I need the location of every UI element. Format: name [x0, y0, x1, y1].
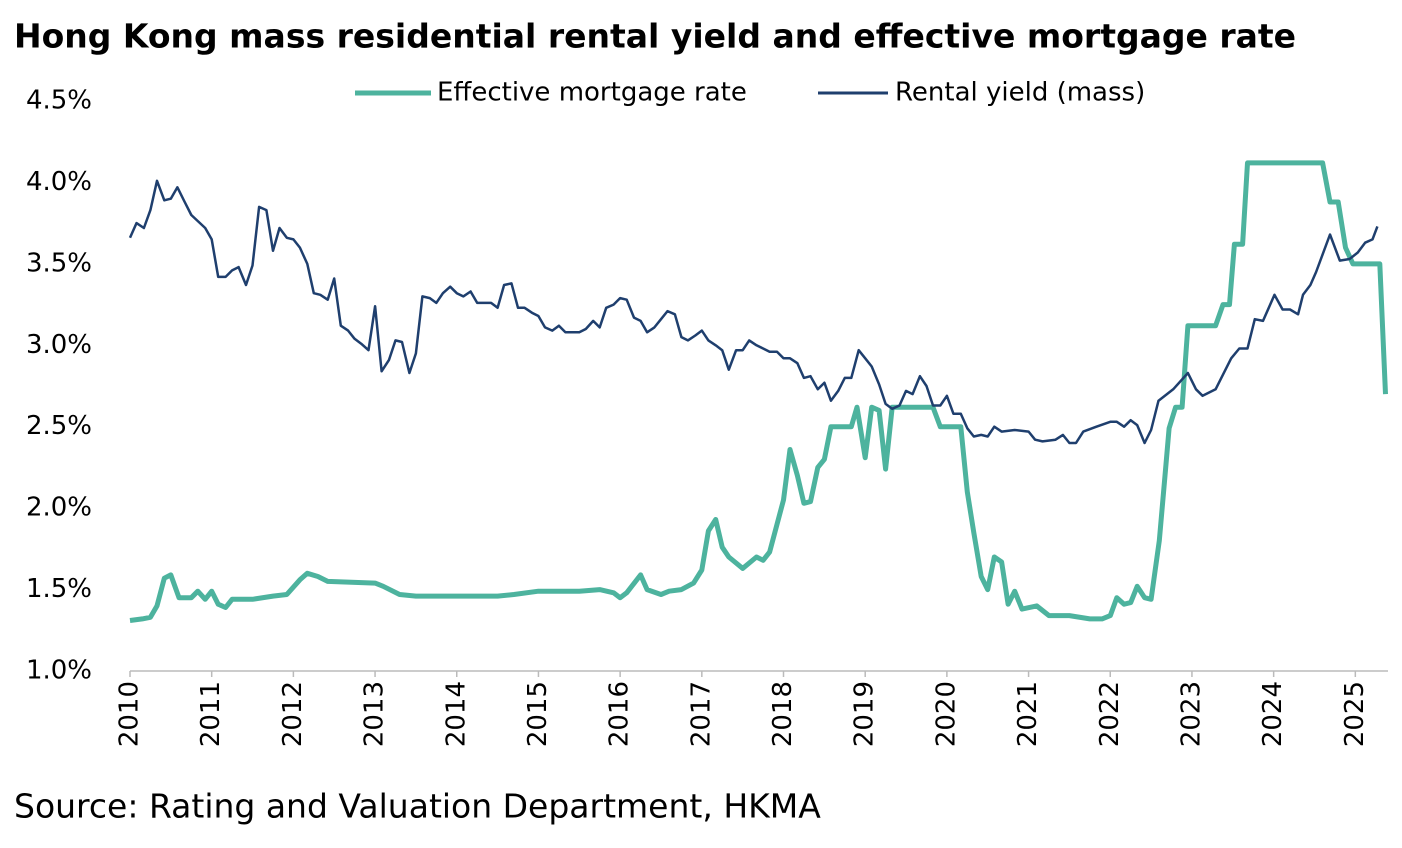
y-tick-label: 1.5%	[26, 574, 92, 604]
x-tick-label: 2022	[1095, 681, 1125, 747]
y-tick-label: 3.5%	[26, 248, 92, 278]
x-tick-label: 2025	[1340, 681, 1370, 747]
legend-label: Rental yield (mass)	[895, 78, 1145, 108]
x-tick-label: 2024	[1258, 681, 1288, 747]
x-tick-label: 2014	[441, 681, 471, 747]
x-tick-label: 2019	[850, 681, 880, 747]
x-tick-label: 2012	[278, 681, 308, 747]
y-tick-label: 1.0%	[26, 656, 92, 686]
x-tick-label: 2018	[768, 681, 798, 747]
x-tick-label: 2021	[1013, 681, 1043, 747]
y-tick-label: 2.5%	[26, 411, 92, 441]
x-tick-label: 2017	[686, 681, 716, 747]
y-tick-label: 2.0%	[26, 493, 92, 523]
y-tick-label: 4.5%	[26, 86, 92, 116]
x-tick-label: 2015	[523, 681, 553, 747]
legend-label: Effective mortgage rate	[437, 78, 747, 108]
x-tick-label: 2020	[931, 681, 961, 747]
x-tick-label: 2016	[605, 681, 635, 747]
x-tick-label: 2013	[360, 681, 390, 747]
series-line	[128, 179, 1379, 445]
x-tick-label: 2023	[1176, 681, 1206, 747]
x-tick-label: 2011	[196, 681, 226, 747]
y-tick-label: 4.0%	[26, 167, 92, 197]
chart-title: Hong Kong mass residential rental yield …	[14, 17, 1296, 56]
y-tick-label: 3.0%	[26, 330, 92, 360]
source-note: Source: Rating and Valuation Department,…	[14, 787, 821, 826]
series-line	[129, 160, 1388, 623]
x-tick-label: 2010	[115, 681, 145, 747]
